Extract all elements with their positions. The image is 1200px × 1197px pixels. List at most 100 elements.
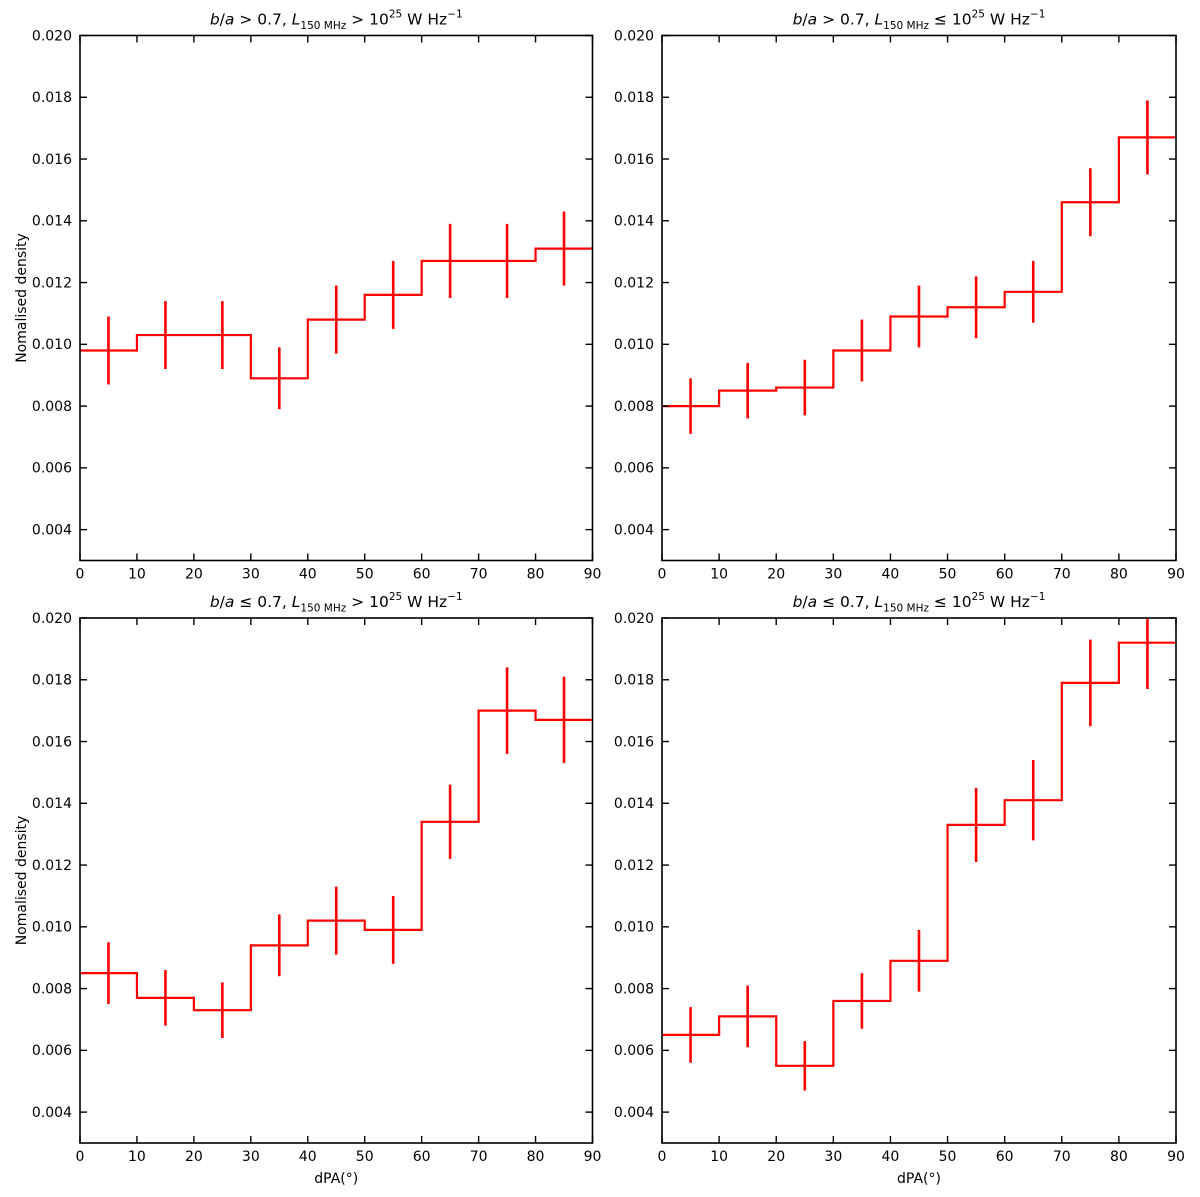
axes-frame <box>79 34 594 562</box>
y-tick-label: 0.008 <box>614 399 654 415</box>
y-tick-label: 0.016 <box>32 734 72 750</box>
y-tick-label: 0.014 <box>614 796 654 812</box>
x-tick-label: 80 <box>1110 567 1128 583</box>
y-tick-label: 0.018 <box>614 673 654 689</box>
y-tick-label: 0.016 <box>32 152 72 168</box>
x-tick-label: 40 <box>882 567 900 583</box>
y-tick-label: 0.012 <box>32 858 72 874</box>
y-tick-label: 0.008 <box>614 981 654 997</box>
x-axis-label: dPA(°) <box>314 1171 358 1187</box>
x-tick-label: 10 <box>710 1149 728 1165</box>
y-tick-label: 0.012 <box>614 858 654 874</box>
x-tick-label: 20 <box>185 567 203 583</box>
x-tick-label: 70 <box>1053 567 1071 583</box>
y-tick-label: 0.004 <box>614 1105 654 1121</box>
x-tick-label: 60 <box>413 567 431 583</box>
y-tick-label: 0.014 <box>32 796 72 812</box>
x-tick-label: 90 <box>1167 567 1185 583</box>
x-tick-label: 30 <box>824 567 842 583</box>
y-tick-label: 0.016 <box>614 734 654 750</box>
y-tick-label: 0.012 <box>32 275 72 291</box>
x-tick-label: 40 <box>299 567 317 583</box>
x-tick-label: 0 <box>76 567 85 583</box>
axes-frame <box>661 617 1177 1144</box>
x-tick-label: 0 <box>76 1149 85 1165</box>
y-tick-label: 0.008 <box>32 399 72 415</box>
y-tick-label: 0.006 <box>32 461 72 477</box>
x-tick-label: 40 <box>299 1149 317 1165</box>
y-tick-label: 0.020 <box>32 611 72 627</box>
plot-area-bottom-left <box>80 667 593 1038</box>
y-tick-label: 0.004 <box>614 522 654 538</box>
y-tick-label: 0.014 <box>614 214 654 230</box>
x-tick-label: 70 <box>1053 1149 1071 1165</box>
y-tick-label: 0.012 <box>614 275 654 291</box>
x-tick-label: 10 <box>710 567 728 583</box>
plot-area-top-left <box>80 211 593 410</box>
y-tick-label: 0.010 <box>32 337 72 353</box>
x-tick-label: 90 <box>584 567 602 583</box>
panel-title: b/a > 0.7, L150 MHz ≤ 1025 W Hz−1 <box>793 9 1046 33</box>
step-line <box>662 136 1176 408</box>
y-tick-label: 0.006 <box>614 461 654 477</box>
y-axis-label: Nomalised density <box>14 233 30 363</box>
y-tick-label: 0.006 <box>32 1043 72 1059</box>
x-tick-label: 80 <box>1110 1149 1128 1165</box>
x-tick-label: 70 <box>470 567 488 583</box>
x-tick-label: 60 <box>996 1149 1014 1165</box>
panel-title: b/a ≤ 0.7, L150 MHz ≤ 1025 W Hz−1 <box>793 591 1046 615</box>
panel-bottom-right: 0 10 20 30 40 50 60 70 80 90 0.004 0.006 0.008 0.010 0… <box>614 591 1185 1187</box>
x-tick-label: 90 <box>1167 1149 1185 1165</box>
x-tick-label: 20 <box>767 567 785 583</box>
x-tick-label: 60 <box>996 567 1014 583</box>
y-tick-label: 0.006 <box>614 1043 654 1059</box>
step-line <box>662 641 1176 1067</box>
y-tick-label: 0.020 <box>614 28 654 44</box>
y-tick-label: 0.018 <box>32 90 72 106</box>
y-tick-label: 0.020 <box>32 28 72 44</box>
plot-area-bottom-right <box>662 618 1176 1091</box>
x-tick-label: 10 <box>128 567 146 583</box>
x-tick-label: 0 <box>658 1149 667 1165</box>
y-tick-label: 0.010 <box>614 337 654 353</box>
y-tick-label: 0.004 <box>32 522 72 538</box>
x-tick-label: 20 <box>767 1149 785 1165</box>
x-tick-label: 40 <box>882 1149 900 1165</box>
panel-title: b/a > 0.7, L150 MHz > 1025 W Hz−1 <box>210 9 463 33</box>
x-tick-label: 80 <box>527 567 545 583</box>
x-tick-label: 80 <box>527 1149 545 1165</box>
x-tick-label: 30 <box>824 1149 842 1165</box>
x-tick-label: 70 <box>470 1149 488 1165</box>
panel-top-right: 0 10 20 30 40 50 60 70 80 90 0.004 0.006 0.008 0.010 0… <box>614 9 1185 583</box>
y-tick-label: 0.010 <box>614 920 654 936</box>
y-tick-label: 0.014 <box>32 214 72 230</box>
y-axis-label: Nomalised density <box>14 816 30 946</box>
y-tick-label: 0.018 <box>614 90 654 106</box>
axes-frame <box>661 34 1177 562</box>
x-tick-label: 50 <box>939 567 957 583</box>
x-tick-label: 50 <box>939 1149 957 1165</box>
x-tick-label: 60 <box>413 1149 431 1165</box>
x-tick-label: 50 <box>356 567 374 583</box>
panel-title: b/a ≤ 0.7, L150 MHz > 1025 W Hz−1 <box>210 591 463 615</box>
y-tick-label: 0.008 <box>32 981 72 997</box>
x-tick-label: 30 <box>242 567 260 583</box>
x-tick-label: 10 <box>128 1149 146 1165</box>
x-tick-label: 50 <box>356 1149 374 1165</box>
plot-area-top-right <box>662 100 1176 434</box>
panel-bottom-left: 0 10 20 30 40 50 60 70 80 90 0.004 0.006 0.008 0.010 0… <box>14 591 601 1187</box>
x-axis-label: dPA(°) <box>897 1171 941 1187</box>
y-tick-label: 0.016 <box>614 152 654 168</box>
y-tick-label: 0.010 <box>32 920 72 936</box>
step-line <box>80 709 593 1012</box>
y-tick-label: 0.004 <box>32 1105 72 1121</box>
x-tick-label: 0 <box>658 567 667 583</box>
y-tick-label: 0.020 <box>614 611 654 627</box>
x-tick-label: 30 <box>242 1149 260 1165</box>
y-tick-label: 0.018 <box>32 673 72 689</box>
x-tick-label: 20 <box>185 1149 203 1165</box>
axes-frame <box>79 617 594 1144</box>
x-tick-label: 90 <box>584 1149 602 1165</box>
